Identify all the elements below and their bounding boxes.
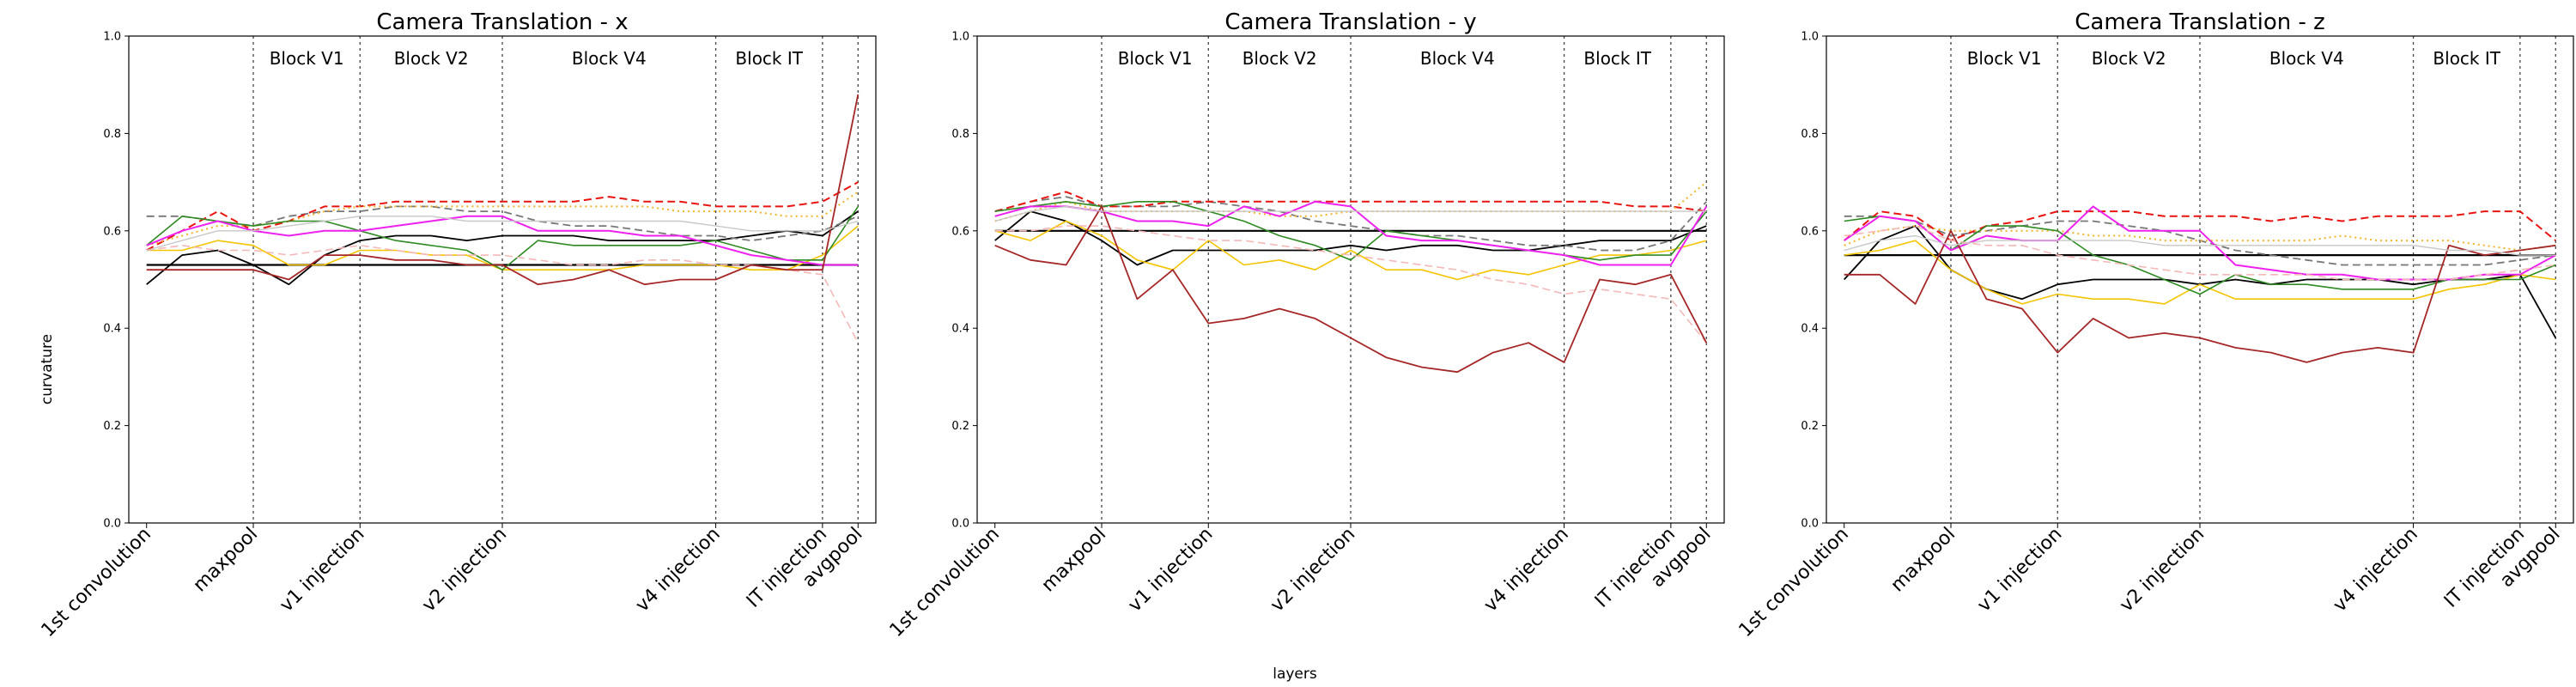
series-line-s10 bbox=[1844, 234, 2556, 256]
series-line-s9 bbox=[146, 94, 860, 286]
x-tick-label: v4 injection bbox=[2330, 524, 2422, 617]
series-line-s1 bbox=[146, 210, 859, 286]
block-label: Block IT bbox=[1583, 48, 1651, 69]
chart-panel-1: Camera Translation - x Block V1 Block V2 Bl… bbox=[38, 9, 877, 641]
series-line-s2 bbox=[1844, 215, 2556, 266]
block-label: Block V4 bbox=[572, 48, 647, 69]
series-line-s1 bbox=[994, 210, 1707, 266]
x-tick-label: 1st convolution bbox=[886, 524, 1004, 641]
series-line-s8 bbox=[1844, 225, 2556, 281]
series-line-s6 bbox=[994, 201, 1707, 261]
x-tick-label: 1st convolution bbox=[38, 524, 155, 641]
chart-title: Camera Translation - z bbox=[2075, 9, 2325, 35]
block-label: Block V2 bbox=[2092, 48, 2166, 69]
y-tick-label: 0.6 bbox=[103, 225, 121, 238]
y-tick-label: 0.0 bbox=[103, 518, 121, 531]
y-tick-label: 1.0 bbox=[103, 31, 121, 44]
series-line-s3 bbox=[1844, 210, 2556, 242]
y-axis-label: curvature bbox=[39, 334, 56, 404]
x-tick-label: v2 injection bbox=[418, 524, 511, 617]
y-tick-label: 0.4 bbox=[103, 323, 121, 336]
x-tick-label: maxpool bbox=[189, 524, 262, 597]
y-tick-label: 0.8 bbox=[951, 128, 969, 141]
x-tick-label: maxpool bbox=[1886, 524, 1959, 597]
block-label: Block V2 bbox=[1242, 48, 1317, 69]
series-line-s7 bbox=[994, 200, 1708, 266]
chart-panel-3: Camera Translation - z Block V1 Block V2 Bl… bbox=[1735, 9, 2574, 641]
chart-title: Camera Translation - x bbox=[376, 9, 628, 35]
x-axis-label: layers bbox=[1273, 666, 1317, 683]
y-tick-label: 1.0 bbox=[951, 31, 969, 44]
block-label: Block V4 bbox=[1420, 48, 1495, 69]
x-tick-label: maxpool bbox=[1037, 524, 1110, 597]
y-tick-label: 0.4 bbox=[1801, 323, 1819, 336]
series-line-s3 bbox=[994, 191, 1707, 213]
y-tick-label: 0.2 bbox=[951, 420, 969, 433]
series-line-s3 bbox=[146, 181, 859, 252]
block-label: Block IT bbox=[2433, 48, 2500, 69]
x-tick-label: v4 injection bbox=[632, 524, 725, 617]
series-line-s9 bbox=[994, 205, 1708, 374]
y-tick-label: 0.4 bbox=[951, 323, 969, 336]
y-tick-label: 1.0 bbox=[1801, 31, 1819, 44]
x-tick-label: v1 injection bbox=[1973, 524, 2066, 617]
series-line-s7 bbox=[146, 215, 859, 266]
y-tick-label: 0.2 bbox=[1801, 420, 1819, 433]
y-tick-label: 0.6 bbox=[951, 225, 969, 238]
series-line-s10 bbox=[146, 216, 859, 252]
series-line-s10 bbox=[994, 205, 1707, 222]
y-tick-label: 0.8 bbox=[103, 128, 121, 141]
block-label: Block V2 bbox=[394, 48, 469, 69]
series-line-s4 bbox=[1844, 225, 2556, 252]
block-label: Block V4 bbox=[2269, 48, 2344, 69]
chart-title: Camera Translation - y bbox=[1224, 9, 1476, 35]
y-tick-label: 0.2 bbox=[103, 420, 121, 433]
chart-panel-2: Camera Translation - y Block V1 Block V2 Bl… bbox=[886, 9, 1725, 641]
x-tick-label: v4 injection bbox=[1480, 524, 1573, 617]
block-label: Block V1 bbox=[1967, 48, 2042, 69]
y-tick-label: 0.6 bbox=[1801, 225, 1819, 238]
series-line-s9 bbox=[1844, 229, 2556, 363]
series-line-s5 bbox=[1844, 240, 2556, 305]
series-line-s6 bbox=[146, 205, 859, 271]
x-tick-label: v2 injection bbox=[1267, 524, 1359, 617]
x-tick-label: v1 injection bbox=[1124, 524, 1217, 617]
y-tick-label: 0.8 bbox=[1801, 128, 1819, 141]
y-tick-label: 0.0 bbox=[951, 518, 969, 531]
chart-panels: Camera Translation - x Block V1 Block V2 Bl… bbox=[38, 9, 2574, 641]
x-tick-label: 1st convolution bbox=[1735, 524, 1853, 641]
block-label: Block V1 bbox=[270, 48, 344, 69]
series-line-s4 bbox=[146, 191, 859, 246]
y-tick-label: 0.0 bbox=[1801, 518, 1819, 531]
x-tick-label: v2 injection bbox=[2116, 524, 2208, 617]
series-line-s8 bbox=[146, 244, 860, 344]
block-label: Block V1 bbox=[1118, 48, 1193, 69]
x-tick-label: v1 injection bbox=[276, 524, 368, 617]
block-label: Block IT bbox=[735, 48, 803, 69]
